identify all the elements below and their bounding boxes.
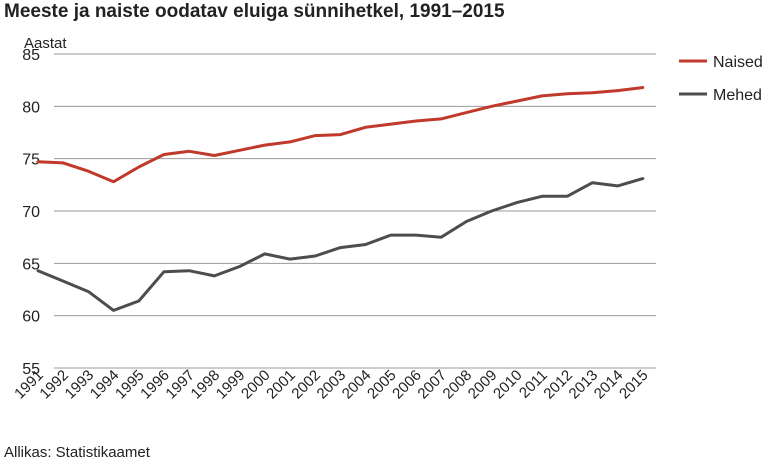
source-note: Allikas: Statistikaamet bbox=[4, 444, 150, 461]
y-axis: 55 60 65 70 75 80 85 bbox=[22, 47, 40, 378]
y-tick-label: 55 bbox=[22, 361, 40, 378]
series-line-mehed bbox=[36, 177, 645, 312]
x-tick-label: 2015 bbox=[616, 367, 652, 403]
y-tick-label: 60 bbox=[22, 309, 40, 326]
legend-label: Naised bbox=[713, 54, 763, 71]
y-axis-label: Aastat bbox=[24, 35, 67, 52]
series-lines bbox=[36, 86, 645, 312]
legend: Naised Mehed bbox=[679, 54, 763, 104]
grid-lines bbox=[54, 53, 656, 369]
y-tick-label: 80 bbox=[22, 99, 40, 116]
y-tick-label: 75 bbox=[22, 152, 40, 169]
legend-label: Mehed bbox=[713, 87, 762, 104]
series-line-naised bbox=[36, 86, 645, 184]
y-tick-label: 70 bbox=[22, 204, 40, 221]
y-tick-label: 85 bbox=[22, 47, 40, 64]
y-tick-label: 65 bbox=[22, 256, 40, 273]
chart-title: Meeste ja naiste oodatav eluiga sünnihet… bbox=[4, 1, 505, 22]
x-axis: 1991199219931994199519961997199819992000… bbox=[11, 367, 651, 403]
